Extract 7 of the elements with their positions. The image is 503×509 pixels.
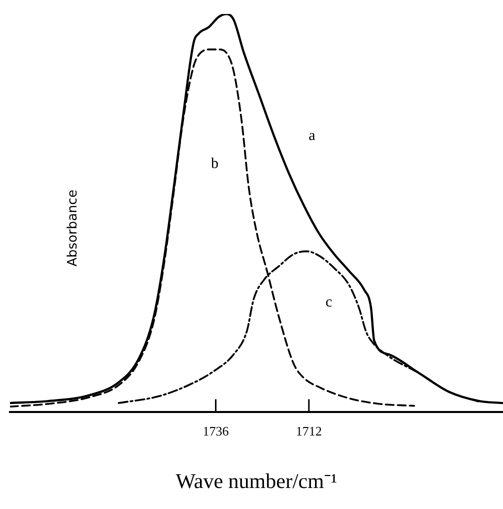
x-axis-title: Wave number/cm⁻¹ [176,468,338,493]
y-axis-title: Absorbance [65,190,80,267]
x-tick-label: 1712 [296,423,322,438]
x-tick-label: 1736 [202,423,230,438]
series-label: a [308,128,316,144]
series-label: c [326,294,333,311]
series-label: b [210,156,218,172]
